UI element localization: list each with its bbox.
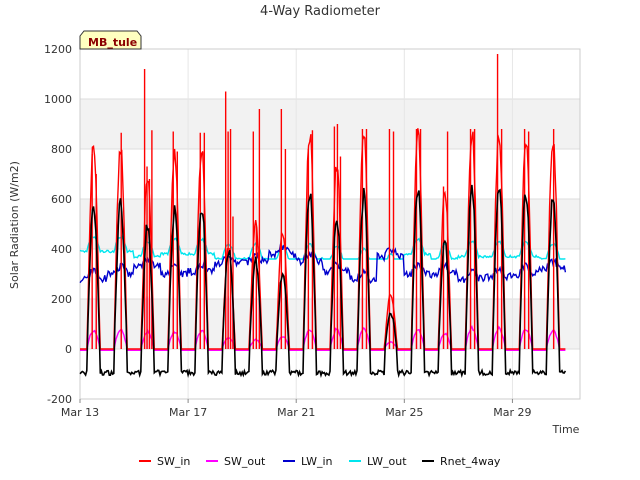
x-tick-label: Mar 21 <box>277 406 315 419</box>
series-line-sw-out <box>80 325 566 351</box>
series-layer <box>79 54 567 379</box>
x-tick-label: Mar 17 <box>169 406 207 419</box>
legend-label: Rnet_4way <box>440 455 501 468</box>
legend-label: SW_in <box>157 455 190 468</box>
y-tick-label: 400 <box>51 243 72 256</box>
legend-label: LW_in <box>301 455 333 468</box>
site-label: MB_tule <box>88 36 137 49</box>
legend: SW_in SW_out LW_in LW_out Rnet_4way <box>139 455 501 468</box>
series-line-lw-in <box>79 243 567 284</box>
grid-band <box>80 199 580 249</box>
legend-item-rnet-4way: Rnet_4way <box>422 455 501 468</box>
series-line-rnet-4way <box>79 184 567 379</box>
legend-item-lw-out: LW_out <box>349 455 407 468</box>
site-label-box: MB_tule <box>79 30 142 50</box>
plot-frame <box>79 48 581 400</box>
series-line-sw-in <box>80 128 566 350</box>
site-label-tab <box>79 30 142 50</box>
x-tick-label: Mar 13 <box>61 406 99 419</box>
x-tick-label: Mar 29 <box>493 406 531 419</box>
legend-item-sw-in: SW_in <box>139 455 190 468</box>
y-tick-label: 1200 <box>44 43 72 56</box>
legend-label: SW_out <box>224 455 266 468</box>
x-tick-label: Mar 25 <box>385 406 423 419</box>
y-axis-title: Solar Radiation (W/m2) <box>8 161 21 289</box>
y-tick-label: 1000 <box>44 93 72 106</box>
x-axis-ticks: Mar 13 Mar 17 Mar 21 Mar 25 Mar 29 <box>61 399 532 419</box>
legend-item-lw-in: LW_in <box>283 455 333 468</box>
grid-band <box>80 99 580 149</box>
y-tick-label: 800 <box>51 143 72 156</box>
y-axis-ticks: -200 0 200 400 600 800 1000 1200 <box>44 43 72 406</box>
series-line-lw-out <box>79 234 566 261</box>
y-tick-label: 0 <box>65 343 72 356</box>
legend-label: LW_out <box>367 455 407 468</box>
y-tick-label: 200 <box>51 293 72 306</box>
x-axis-title: Time <box>552 423 580 436</box>
legend-item-sw-out: SW_out <box>206 455 266 468</box>
chart-title: 4-Way Radiometer <box>260 4 381 19</box>
y-tick-label: -200 <box>47 393 72 406</box>
y-tick-label: 600 <box>51 193 72 206</box>
